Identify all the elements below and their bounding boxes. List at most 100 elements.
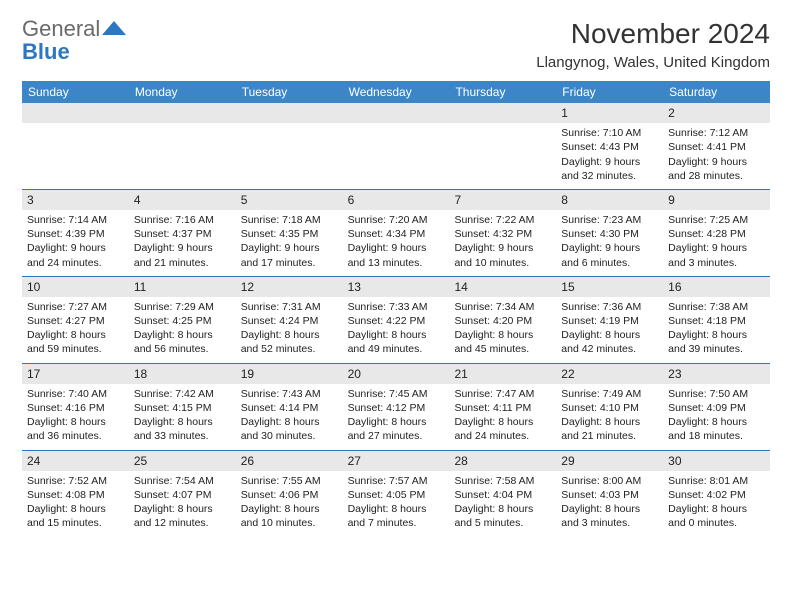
daylight-line: Daylight: 8 hours and 7 minutes.	[348, 502, 445, 530]
month-title: November 2024	[536, 18, 770, 50]
sunset-line: Sunset: 4:06 PM	[241, 488, 338, 502]
daylight-line: Daylight: 8 hours and 3 minutes.	[561, 502, 658, 530]
calendar-day-cell: 1Sunrise: 7:10 AMSunset: 4:43 PMDaylight…	[556, 103, 663, 189]
day-number: 10	[22, 277, 129, 297]
daylight-line: Daylight: 9 hours and 3 minutes.	[668, 241, 765, 269]
weekday-header-cell: Wednesday	[343, 81, 450, 103]
daylight-line: Daylight: 8 hours and 18 minutes.	[668, 415, 765, 443]
day-number: 3	[22, 190, 129, 210]
sunrise-line: Sunrise: 7:42 AM	[134, 387, 231, 401]
sunset-line: Sunset: 4:11 PM	[454, 401, 551, 415]
sunset-line: Sunset: 4:09 PM	[668, 401, 765, 415]
weekday-header-cell: Friday	[556, 81, 663, 103]
calendar-page: General Blue November 2024 Llangynog, Wa…	[0, 0, 792, 536]
sunset-line: Sunset: 4:14 PM	[241, 401, 338, 415]
sunrise-line: Sunrise: 7:27 AM	[27, 300, 124, 314]
daylight-line: Daylight: 9 hours and 28 minutes.	[668, 155, 765, 183]
calendar-day-cell: 5Sunrise: 7:18 AMSunset: 4:35 PMDaylight…	[236, 190, 343, 276]
sunrise-line: Sunrise: 7:40 AM	[27, 387, 124, 401]
daylight-line: Daylight: 8 hours and 27 minutes.	[348, 415, 445, 443]
day-number: 21	[449, 364, 556, 384]
calendar-day-cell: 29Sunrise: 8:00 AMSunset: 4:03 PMDayligh…	[556, 451, 663, 537]
calendar-day-cell: 23Sunrise: 7:50 AMSunset: 4:09 PMDayligh…	[663, 364, 770, 450]
sunset-line: Sunset: 4:08 PM	[27, 488, 124, 502]
sunrise-line: Sunrise: 7:16 AM	[134, 213, 231, 227]
sunset-line: Sunset: 4:41 PM	[668, 140, 765, 154]
weeks-container: 1Sunrise: 7:10 AMSunset: 4:43 PMDaylight…	[22, 103, 770, 536]
daylight-line: Daylight: 8 hours and 36 minutes.	[27, 415, 124, 443]
sunset-line: Sunset: 4:10 PM	[561, 401, 658, 415]
sunset-line: Sunset: 4:12 PM	[348, 401, 445, 415]
sunset-line: Sunset: 4:15 PM	[134, 401, 231, 415]
calendar-day-cell: 9Sunrise: 7:25 AMSunset: 4:28 PMDaylight…	[663, 190, 770, 276]
sunset-line: Sunset: 4:20 PM	[454, 314, 551, 328]
sunset-line: Sunset: 4:02 PM	[668, 488, 765, 502]
sunset-line: Sunset: 4:30 PM	[561, 227, 658, 241]
sunset-line: Sunset: 4:39 PM	[27, 227, 124, 241]
sunset-line: Sunset: 4:37 PM	[134, 227, 231, 241]
daylight-line: Daylight: 8 hours and 56 minutes.	[134, 328, 231, 356]
day-number: 1	[556, 103, 663, 123]
day-number: 29	[556, 451, 663, 471]
calendar-day-cell: 28Sunrise: 7:58 AMSunset: 4:04 PMDayligh…	[449, 451, 556, 537]
calendar-day-cell	[236, 103, 343, 189]
sunset-line: Sunset: 4:27 PM	[27, 314, 124, 328]
sunrise-line: Sunrise: 7:36 AM	[561, 300, 658, 314]
calendar-day-cell: 12Sunrise: 7:31 AMSunset: 4:24 PMDayligh…	[236, 277, 343, 363]
sunset-line: Sunset: 4:25 PM	[134, 314, 231, 328]
day-number: 4	[129, 190, 236, 210]
weekday-header-cell: Tuesday	[236, 81, 343, 103]
calendar-day-cell: 10Sunrise: 7:27 AMSunset: 4:27 PMDayligh…	[22, 277, 129, 363]
empty-day-band	[449, 103, 556, 123]
daylight-line: Daylight: 8 hours and 0 minutes.	[668, 502, 765, 530]
daylight-line: Daylight: 9 hours and 10 minutes.	[454, 241, 551, 269]
empty-day-band	[343, 103, 450, 123]
logo-word-general: General	[22, 16, 100, 41]
calendar-week-row: 3Sunrise: 7:14 AMSunset: 4:39 PMDaylight…	[22, 190, 770, 277]
sunrise-line: Sunrise: 7:14 AM	[27, 213, 124, 227]
calendar-day-cell: 8 Sunrise: 7:23 AMSunset: 4:30 PMDaylight…	[556, 190, 663, 276]
sunset-line: Sunset: 4:07 PM	[134, 488, 231, 502]
daylight-line: Daylight: 8 hours and 42 minutes.	[561, 328, 658, 356]
sunset-line: Sunset: 4:24 PM	[241, 314, 338, 328]
sunset-line: Sunset: 4:19 PM	[561, 314, 658, 328]
logo-word-blue: Blue	[22, 39, 70, 64]
day-number: 20	[343, 364, 450, 384]
calendar-day-cell: 26Sunrise: 7:55 AMSunset: 4:06 PMDayligh…	[236, 451, 343, 537]
calendar-day-cell: 24Sunrise: 7:52 AMSunset: 4:08 PMDayligh…	[22, 451, 129, 537]
calendar-day-cell: 25 Sunrise: 7:54 AMSunset: 4:07 PMDayligh…	[129, 451, 236, 537]
calendar-day-cell	[343, 103, 450, 189]
daylight-line: Daylight: 9 hours and 6 minutes.	[561, 241, 658, 269]
calendar-week-row: 1Sunrise: 7:10 AMSunset: 4:43 PMDaylight…	[22, 103, 770, 190]
calendar-day-cell: 16Sunrise: 7:38 AMSunset: 4:18 PMDayligh…	[663, 277, 770, 363]
day-number: 23	[663, 364, 770, 384]
calendar-day-cell: 3 Sunrise: 7:14 AMSunset: 4:39 PMDaylight…	[22, 190, 129, 276]
sunrise-line: Sunrise: 7:43 AM	[241, 387, 338, 401]
daylight-line: Daylight: 9 hours and 21 minutes.	[134, 241, 231, 269]
calendar-day-cell	[22, 103, 129, 189]
sunrise-line: Sunrise: 7:31 AM	[241, 300, 338, 314]
day-number: 8	[556, 190, 663, 210]
sunrise-line: Sunrise: 7:33 AM	[348, 300, 445, 314]
empty-day-band	[22, 103, 129, 123]
sunrise-line: Sunrise: 7:20 AM	[348, 213, 445, 227]
calendar-day-cell: 19Sunrise: 7:43 AMSunset: 4:14 PMDayligh…	[236, 364, 343, 450]
daylight-line: Daylight: 9 hours and 32 minutes.	[561, 155, 658, 183]
day-number: 19	[236, 364, 343, 384]
weekday-header-cell: Monday	[129, 81, 236, 103]
sunrise-line: Sunrise: 7:29 AM	[134, 300, 231, 314]
weekday-header-row: SundayMondayTuesdayWednesdayThursdayFrid…	[22, 81, 770, 103]
day-number: 16	[663, 277, 770, 297]
day-number: 25	[129, 451, 236, 471]
day-number: 7	[449, 190, 556, 210]
calendar-day-cell: 13Sunrise: 7:33 AMSunset: 4:22 PMDayligh…	[343, 277, 450, 363]
sunrise-line: Sunrise: 7:54 AM	[134, 474, 231, 488]
calendar-grid: SundayMondayTuesdayWednesdayThursdayFrid…	[22, 81, 770, 536]
sunrise-line: Sunrise: 7:47 AM	[454, 387, 551, 401]
daylight-line: Daylight: 8 hours and 12 minutes.	[134, 502, 231, 530]
calendar-day-cell	[449, 103, 556, 189]
sunrise-line: Sunrise: 7:18 AM	[241, 213, 338, 227]
daylight-line: Daylight: 9 hours and 24 minutes.	[27, 241, 124, 269]
sunrise-line: Sunrise: 7:23 AM	[561, 213, 658, 227]
header: General Blue November 2024 Llangynog, Wa…	[22, 18, 770, 71]
